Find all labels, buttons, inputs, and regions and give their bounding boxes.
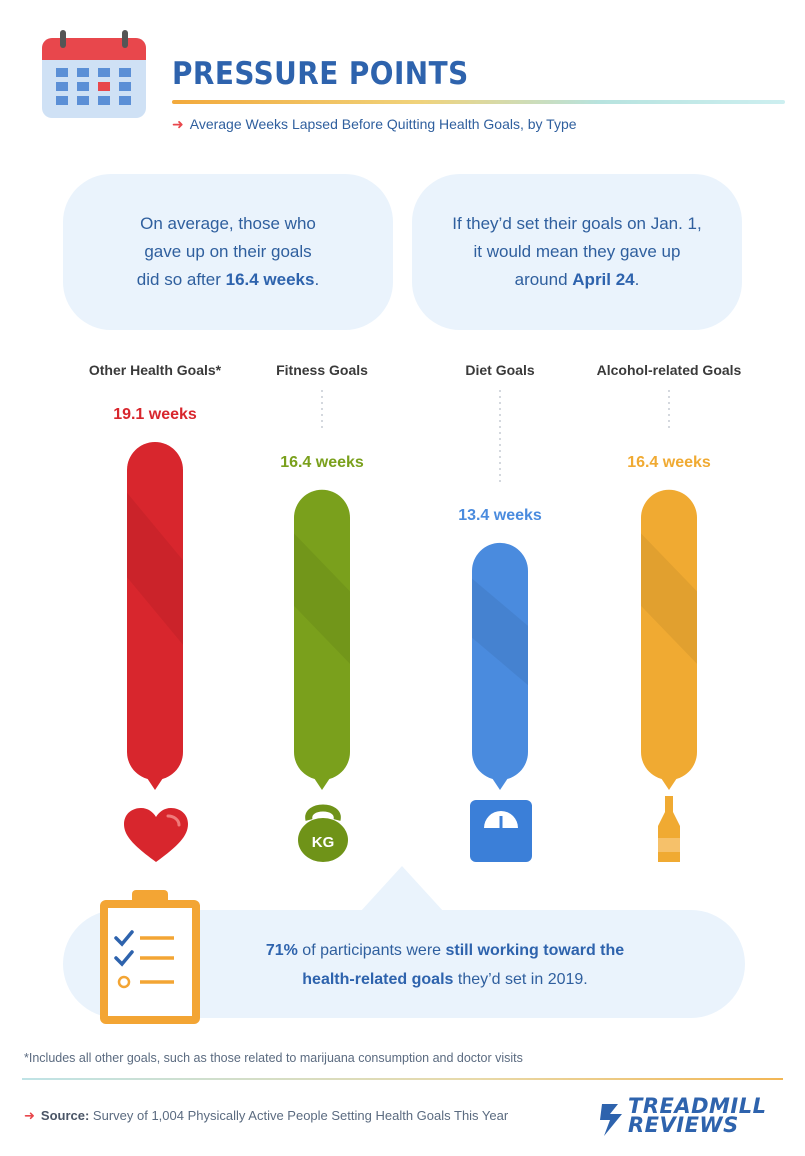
bubble-line: On average, those who <box>140 214 316 233</box>
source-line: ➜ Source: Survey of 1,004 Physically Acti… <box>24 1108 508 1124</box>
bubble-highlight: 16.4 weeks <box>225 270 315 289</box>
bubble-highlight: April 24 <box>572 270 635 289</box>
category-label: Alcohol-related Goals <box>596 362 742 378</box>
bar-shade <box>641 533 697 664</box>
bar <box>472 542 528 790</box>
value-label: 13.4 weeks <box>458 506 542 524</box>
value-label: 16.4 weeks <box>280 453 364 471</box>
bar-body <box>127 442 183 780</box>
subtitle: ➜ Average Weeks Lapsed Before Quitting He… <box>172 116 577 133</box>
bar <box>294 489 350 790</box>
bubble-punct: . <box>314 270 320 289</box>
bar <box>641 489 697 790</box>
calendar-icon <box>42 30 146 118</box>
arrow-right-icon: ➜ <box>24 1108 35 1123</box>
bar <box>127 442 183 790</box>
title-rule <box>172 100 785 104</box>
footer-rule <box>22 1078 783 1080</box>
scale-icon <box>470 800 532 862</box>
heart-icon <box>124 808 188 862</box>
bubble-punct: . <box>634 270 640 289</box>
kettlebell-label: KG <box>312 834 335 851</box>
bar-shade <box>472 578 528 686</box>
bar-chart <box>127 390 697 790</box>
callout-segment: of participants were <box>297 942 446 959</box>
clipboard-checklist-icon <box>100 890 200 1024</box>
category-label: Diet Goals <box>465 362 535 378</box>
bar-body <box>294 489 350 780</box>
bubble-line: it would mean they gave up <box>473 242 681 261</box>
bubble-line: did so after <box>136 270 226 289</box>
treadmill-reviews-logo <box>600 1104 622 1136</box>
bar-body <box>641 489 697 780</box>
source-label: Source: <box>40 1108 90 1123</box>
callout-segment: they’d set in 2019. <box>453 971 588 988</box>
page-title: PRESSURE POINTS <box>172 56 469 92</box>
bar-tail <box>657 772 681 790</box>
bottle-icon <box>658 796 680 862</box>
callout-pointer <box>360 866 444 912</box>
subtitle-text: Average Weeks Lapsed Before Quitting Hea… <box>189 116 577 132</box>
kettlebell-icon: KG <box>298 804 348 862</box>
bar-body <box>472 542 528 780</box>
value-label: 19.1 weeks <box>113 406 197 423</box>
stat-bubble-date: If they’d set their goals on Jan. 1, it … <box>412 174 742 330</box>
bar-shade <box>127 492 183 645</box>
arrow-right-icon: ➜ <box>172 116 184 132</box>
bar-tail <box>143 772 167 790</box>
source-text: Survey of 1,004 Physically Active People… <box>89 1108 509 1123</box>
callout-highlight: health-related goals <box>302 971 454 988</box>
bar-shade <box>294 533 350 664</box>
logo-line: REVIEWS <box>628 1113 739 1137</box>
stat-bubble-average: On average, those who gave up on their g… <box>63 174 393 330</box>
bubble-line: gave up on their goals <box>144 242 312 261</box>
value-label: 16.4 weeks <box>627 453 711 471</box>
logo-text: TREADMILL REVIEWS <box>628 1094 767 1137</box>
callout-highlight: still working toward the <box>445 942 625 959</box>
bar-tail <box>488 772 512 790</box>
category-label: Fitness Goals <box>276 362 368 378</box>
bubble-line: If they’d set their goals on Jan. 1, <box>452 214 702 233</box>
bar-tail <box>310 772 334 790</box>
logo-line: TREADMILL <box>628 1094 767 1118</box>
category-label: Other Health Goals* <box>88 362 222 378</box>
bubble-line: around <box>514 270 573 289</box>
footnote: *Includes all other goals, such as those… <box>24 1051 523 1065</box>
callout-highlight: 71% <box>265 942 298 959</box>
callout-text: 71% of participants were still working t… <box>210 936 680 994</box>
